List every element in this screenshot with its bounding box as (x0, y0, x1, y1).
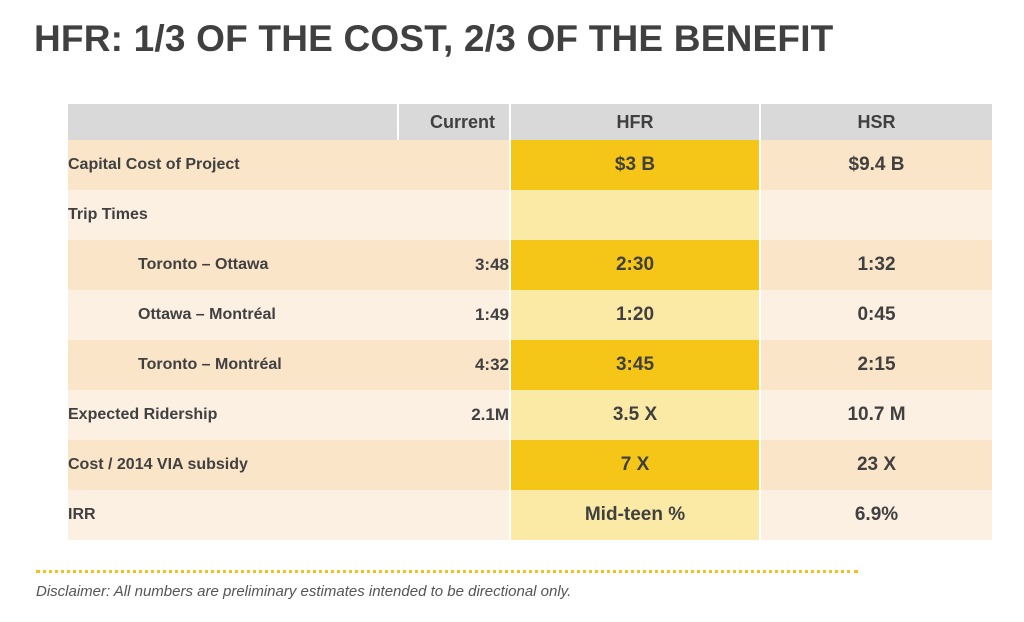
current-value: 2.1M (398, 390, 510, 440)
hsr-value: $9.4 B (759, 140, 992, 190)
hsr-value: 10.7 M (759, 390, 992, 440)
hfr-value: Mid-teen % (509, 490, 760, 540)
table-row: Capital Cost of Project $3 B $9.4 B (68, 140, 992, 190)
row-label: Toronto – Ottawa (68, 240, 398, 290)
row-label: IRR (68, 490, 398, 540)
current-value: 3:48 (398, 240, 510, 290)
current-value (398, 490, 510, 540)
header-current: Current (397, 104, 510, 140)
row-label: Trip Times (68, 190, 398, 240)
row-label: Expected Ridership (68, 390, 398, 440)
hsr-value: 0:45 (759, 290, 992, 340)
hfr-value: 7 X (509, 440, 760, 490)
header-hsr: HSR (759, 104, 992, 140)
dotted-divider (36, 570, 858, 573)
current-value (398, 140, 510, 190)
header-hfr: HFR (509, 104, 760, 140)
hfr-value: $3 B (509, 140, 760, 190)
header-blank (68, 104, 398, 140)
hfr-value: 1:20 (509, 290, 760, 340)
hsr-value: 1:32 (759, 240, 992, 290)
disclaimer-text: Disclaimer: All numbers are preliminary … (36, 583, 572, 600)
table-row: Toronto – Montréal 4:32 3:45 2:15 (68, 340, 992, 390)
row-label: Toronto – Montréal (68, 340, 398, 390)
row-label: Ottawa – Montréal (68, 290, 398, 340)
current-value (398, 440, 510, 490)
hfr-value: 2:30 (509, 240, 760, 290)
hsr-value: 2:15 (759, 340, 992, 390)
row-label: Cost / 2014 VIA subsidy (68, 440, 398, 490)
table-row: Cost / 2014 VIA subsidy 7 X 23 X (68, 440, 992, 490)
table-row: Trip Times (68, 190, 992, 240)
current-value: 4:32 (398, 340, 510, 390)
comparison-table: Current HFR HSR Capital Cost of Project … (68, 104, 992, 540)
hfr-value: 3:45 (509, 340, 760, 390)
hsr-value: 23 X (759, 440, 992, 490)
row-label: Capital Cost of Project (68, 140, 398, 190)
hfr-value (509, 190, 760, 240)
hsr-value (759, 190, 992, 240)
hsr-value: 6.9% (759, 490, 992, 540)
current-value: 1:49 (398, 290, 510, 340)
table-row: IRR Mid-teen % 6.9% (68, 490, 992, 540)
table-header-row: Current HFR HSR (68, 104, 992, 140)
table-row: Ottawa – Montréal 1:49 1:20 0:45 (68, 290, 992, 340)
table-row: Expected Ridership 2.1M 3.5 X 10.7 M (68, 390, 992, 440)
page-title: HFR: 1/3 OF THE COST, 2/3 OF THE BENEFIT (34, 18, 834, 59)
current-value (398, 190, 510, 240)
table-row: Toronto – Ottawa 3:48 2:30 1:32 (68, 240, 992, 290)
hfr-value: 3.5 X (509, 390, 760, 440)
